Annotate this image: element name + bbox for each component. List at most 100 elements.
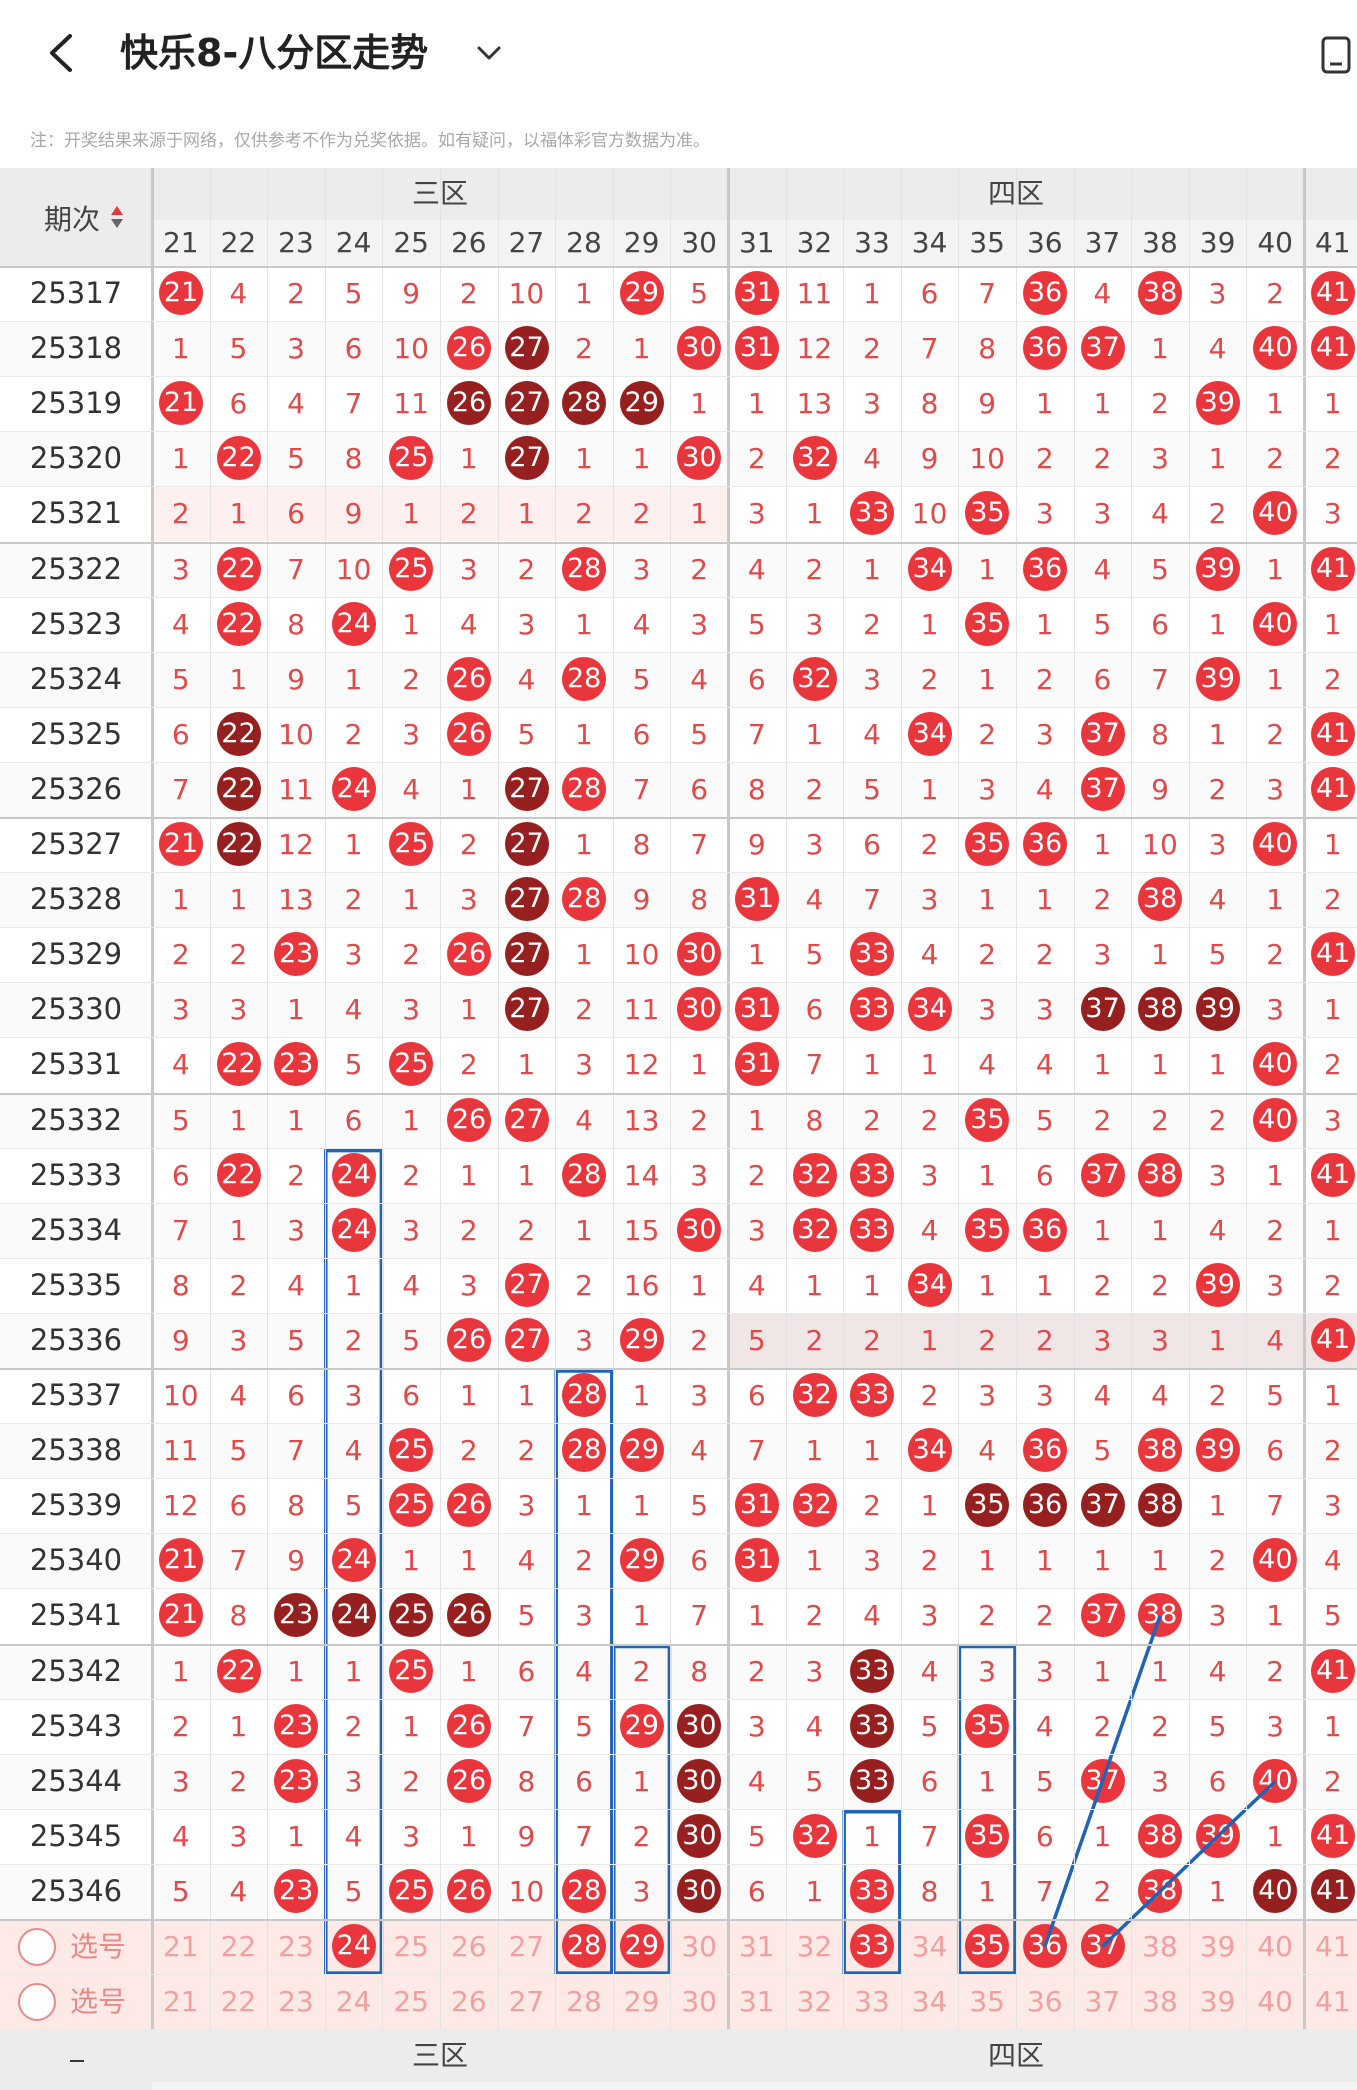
pick-number-41[interactable]: 41	[1304, 1919, 1357, 1974]
pick-number-24[interactable]: 24	[325, 1974, 383, 2029]
pick-number-38[interactable]: 38	[1131, 1919, 1189, 1974]
omission-count: 2	[1093, 442, 1112, 476]
pick-number-35[interactable]: 35	[958, 1974, 1016, 2029]
selected-number-ball[interactable]: 28	[562, 1924, 607, 1968]
omission-count: 3	[1093, 497, 1112, 531]
omission-count: 3	[632, 552, 651, 586]
pick-number-30[interactable]: 30	[670, 1919, 728, 1974]
selected-number-ball[interactable]: 37	[1080, 1924, 1125, 1968]
trend-cell: 6	[901, 1754, 959, 1809]
page-title[interactable]: 快乐8-八分区走势	[120, 31, 429, 75]
trend-cell: 1	[555, 1478, 613, 1533]
pick-number-41[interactable]: 41	[1304, 1974, 1357, 2029]
pick-number-30[interactable]: 30	[670, 1974, 728, 2029]
trend-cell: 24	[325, 1588, 383, 1643]
drawn-number-ball: 35	[965, 491, 1010, 536]
trend-cell: 32	[786, 1203, 844, 1258]
pick-number-38[interactable]: 38	[1131, 1974, 1189, 2029]
pick-number-29[interactable]: 29	[613, 1974, 671, 2029]
phone-icon[interactable]	[1320, 34, 1357, 76]
trend-cell: 30	[670, 982, 728, 1037]
chevron-down-icon[interactable]	[472, 36, 506, 70]
omission-count: 1	[171, 883, 190, 917]
omission-count: 6	[920, 277, 939, 310]
omission-count: 13	[623, 1103, 660, 1137]
pick-number-36[interactable]: 36	[1016, 1974, 1074, 2029]
pick-number-23[interactable]: 23	[267, 1919, 325, 1974]
drawn-number-ball: 27	[504, 766, 549, 811]
drawn-number-ball: 26	[447, 1097, 491, 1142]
omission-count: 4	[287, 1268, 305, 1302]
omission-count: 1	[1323, 1709, 1342, 1743]
pick-number-33[interactable]: 33	[843, 1919, 901, 1974]
pick-number-21[interactable]: 21	[152, 1919, 210, 1974]
omission-count: 4	[805, 883, 824, 917]
trend-cell: 1	[440, 1644, 498, 1699]
omission-count: 1	[805, 497, 824, 531]
pick-number-37[interactable]: 37	[1074, 1919, 1132, 1974]
pick-number-36[interactable]: 36	[1016, 1919, 1074, 1974]
omission-count: 7	[229, 1544, 248, 1578]
pick-number-34[interactable]: 34	[901, 1919, 959, 1974]
pick-number-39[interactable]: 39	[1189, 1919, 1247, 1974]
pick-number-35[interactable]: 35	[958, 1919, 1016, 1974]
sort-icon[interactable]	[110, 202, 124, 232]
omission-count: 2	[1208, 1379, 1227, 1412]
pick-number-24[interactable]: 24	[325, 1919, 383, 1974]
drawn-number-ball: 28	[562, 381, 607, 426]
pick-number-26[interactable]: 26	[440, 1974, 498, 2029]
pick-number-29[interactable]: 29	[613, 1919, 671, 1974]
selected-number-ball[interactable]: 24	[331, 1924, 376, 1968]
radio-circle-icon[interactable]	[18, 1928, 56, 1966]
pick-number-34[interactable]: 34	[901, 1974, 959, 2029]
trend-cell: 3	[325, 927, 383, 982]
trend-cell: 1	[1131, 1644, 1189, 1699]
trend-cell: 1	[613, 431, 671, 486]
pick-number-26[interactable]: 26	[440, 1919, 498, 1974]
selected-number-ball[interactable]: 35	[965, 1924, 1010, 1968]
period-column-header[interactable]: 期次	[0, 168, 152, 266]
pick-number-23[interactable]: 23	[267, 1974, 325, 2029]
pick-number-33[interactable]: 33	[843, 1974, 901, 2029]
pick-number-27[interactable]: 27	[498, 1919, 556, 1974]
pick-number-28[interactable]: 28	[555, 1919, 613, 1974]
trend-cell: 2	[498, 1423, 556, 1478]
trend-cell: 3	[1304, 1093, 1357, 1148]
pick-number-40[interactable]: 40	[1246, 1919, 1304, 1974]
trend-cell: 10	[498, 266, 556, 321]
table-row: 25332 5 1 1 6 1 26 27 4 13 2 1 8 2 2 35 5 2 2 2 40 3	[0, 1092, 1357, 1148]
pick-number-25[interactable]: 25	[382, 1919, 440, 1974]
trend-cell: 22	[210, 542, 268, 597]
trend-cell: 37	[1074, 1148, 1132, 1203]
pick-number-40[interactable]: 40	[1246, 1974, 1304, 2029]
selected-number-ball[interactable]: 29	[619, 1924, 664, 1968]
pick-number-31[interactable]: 31	[728, 1919, 786, 1974]
pick-number-22[interactable]: 22	[210, 1919, 268, 1974]
radio-circle-icon[interactable]	[18, 1983, 56, 2022]
pick-number-37[interactable]: 37	[1074, 1974, 1132, 2029]
back-button[interactable]	[40, 28, 80, 78]
pick-number-21[interactable]: 21	[152, 1974, 210, 2029]
omission-count: 2	[171, 497, 190, 531]
pick-number-28[interactable]: 28	[555, 1974, 613, 2029]
selected-number-ball[interactable]: 33	[850, 1924, 895, 1968]
omission-count: 1	[459, 993, 478, 1027]
grid-vline	[324, 168, 326, 2030]
trend-cell: 3	[728, 1203, 786, 1258]
drawn-number-ball: 30	[677, 987, 722, 1032]
pick-number-32[interactable]: 32	[786, 1974, 844, 2029]
pick-number-32[interactable]: 32	[786, 1919, 844, 1974]
trend-cell: 2	[1189, 1368, 1247, 1423]
number-header-30: 30	[681, 226, 717, 259]
pick-number-25[interactable]: 25	[382, 1974, 440, 2029]
grid-hline	[0, 1533, 1357, 1535]
pick-number-27[interactable]: 27	[498, 1974, 556, 2029]
selected-number-ball[interactable]: 36	[1023, 1924, 1067, 1968]
trend-cell: 31	[728, 872, 786, 927]
trend-cell: 37	[1074, 982, 1132, 1037]
trend-cell: 4	[843, 431, 901, 486]
pick-number-31[interactable]: 31	[728, 1974, 786, 2029]
pick-number-39[interactable]: 39	[1189, 1974, 1247, 2029]
drawn-number-ball: 24	[331, 1538, 376, 1583]
pick-number-22[interactable]: 22	[210, 1974, 268, 2029]
